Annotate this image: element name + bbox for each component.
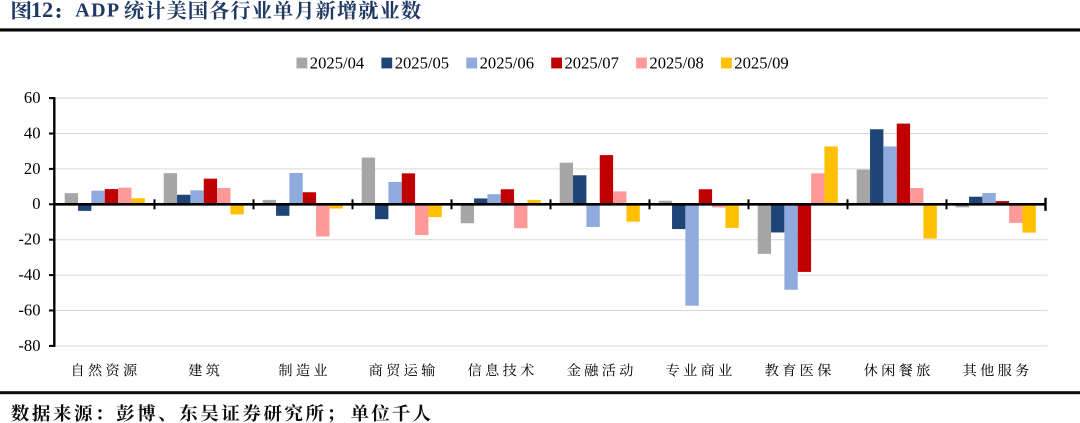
svg-text:2025/09: 2025/09 [734, 54, 788, 73]
svg-text:2025/05: 2025/05 [395, 54, 449, 73]
svg-text:-20: -20 [18, 230, 40, 249]
svg-text:12: 12 [31, 0, 54, 22]
svg-text:ADP: ADP [75, 0, 120, 22]
svg-text:40: 40 [24, 123, 41, 142]
svg-text:20: 20 [24, 159, 41, 178]
svg-text:2025/04: 2025/04 [310, 54, 365, 73]
svg-text:2025/08: 2025/08 [649, 54, 703, 73]
svg-text:2025/07: 2025/07 [565, 54, 619, 73]
svg-text:-60: -60 [18, 300, 40, 319]
svg-text:60: 60 [24, 88, 41, 107]
svg-text:-80: -80 [18, 336, 40, 355]
svg-text:0: 0 [32, 194, 40, 213]
svg-text:2025/06: 2025/06 [480, 54, 534, 73]
svg-text:-40: -40 [18, 265, 40, 284]
